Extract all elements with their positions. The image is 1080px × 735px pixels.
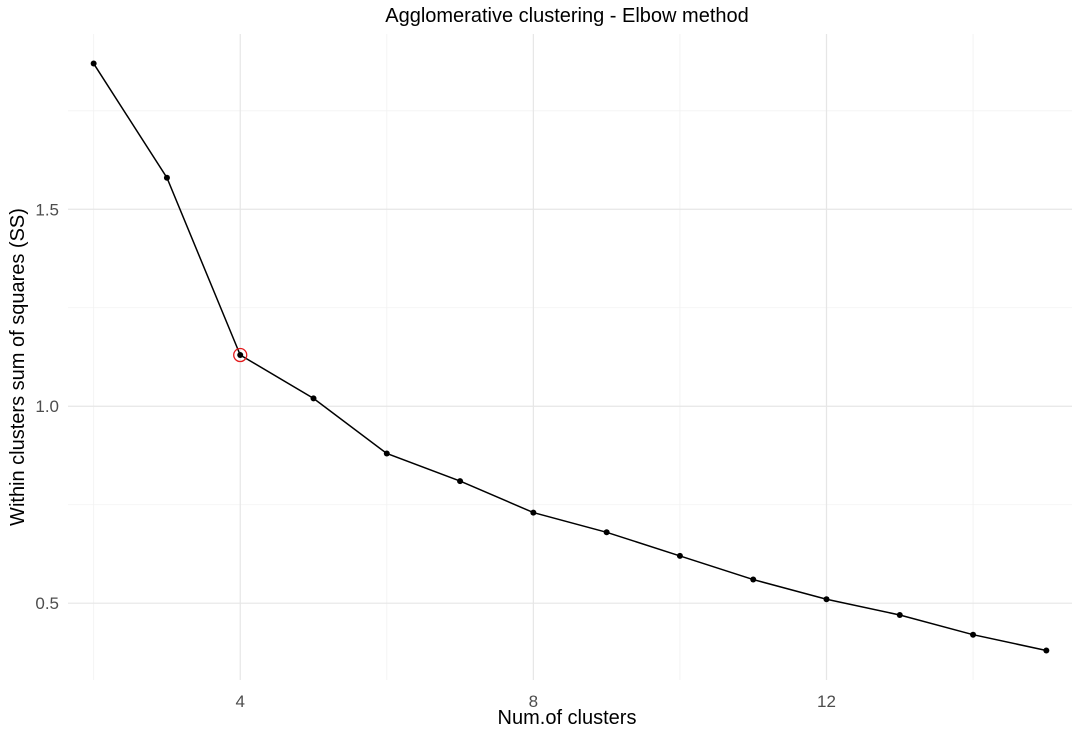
data-point [603,529,610,536]
series-line-layer [93,63,1047,652]
data-point [237,352,244,359]
data-point [676,552,683,559]
y-tick-label: 1.0 [35,397,59,416]
chart-title: Agglomerative clustering - Elbow method [385,5,749,27]
tick-labels-layer: 4 8 12 0.5 1.0 1.5 [35,200,836,711]
data-point [163,174,170,181]
data-point [970,631,977,638]
y-tick-label: 0.5 [35,594,59,613]
data-point [310,395,317,402]
grid [68,34,1072,680]
data-point [823,596,830,603]
data-points-layer [90,60,1050,654]
y-tick-label: 1.5 [35,200,59,219]
data-point [457,478,464,485]
x-axis-label: Num.of clusters [498,707,637,729]
elbow-highlight-marker [233,347,248,363]
x-tick-label: 12 [817,692,836,711]
series-line [93,63,1047,652]
data-point [90,60,97,67]
data-point [530,509,537,516]
x-tick-label: 4 [235,692,244,711]
y-axis-label: Within clusters sum of squares (SS) [7,208,29,526]
data-point [750,576,757,583]
data-point [896,612,903,619]
data-point [1043,647,1050,654]
data-point [383,450,390,457]
x-tick-label: 8 [529,692,538,711]
